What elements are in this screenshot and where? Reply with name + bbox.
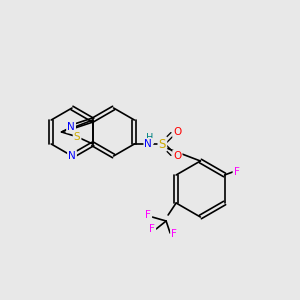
Text: N: N: [68, 151, 76, 161]
Text: S: S: [74, 132, 80, 142]
Text: H: H: [146, 133, 153, 143]
Text: O: O: [173, 127, 182, 137]
Text: F: F: [149, 224, 155, 234]
Text: N: N: [145, 139, 152, 149]
Text: F: F: [234, 167, 240, 177]
Text: O: O: [173, 151, 182, 161]
Text: N: N: [67, 122, 75, 132]
Text: F: F: [145, 210, 151, 220]
Text: F: F: [171, 229, 177, 239]
Text: S: S: [159, 137, 166, 151]
